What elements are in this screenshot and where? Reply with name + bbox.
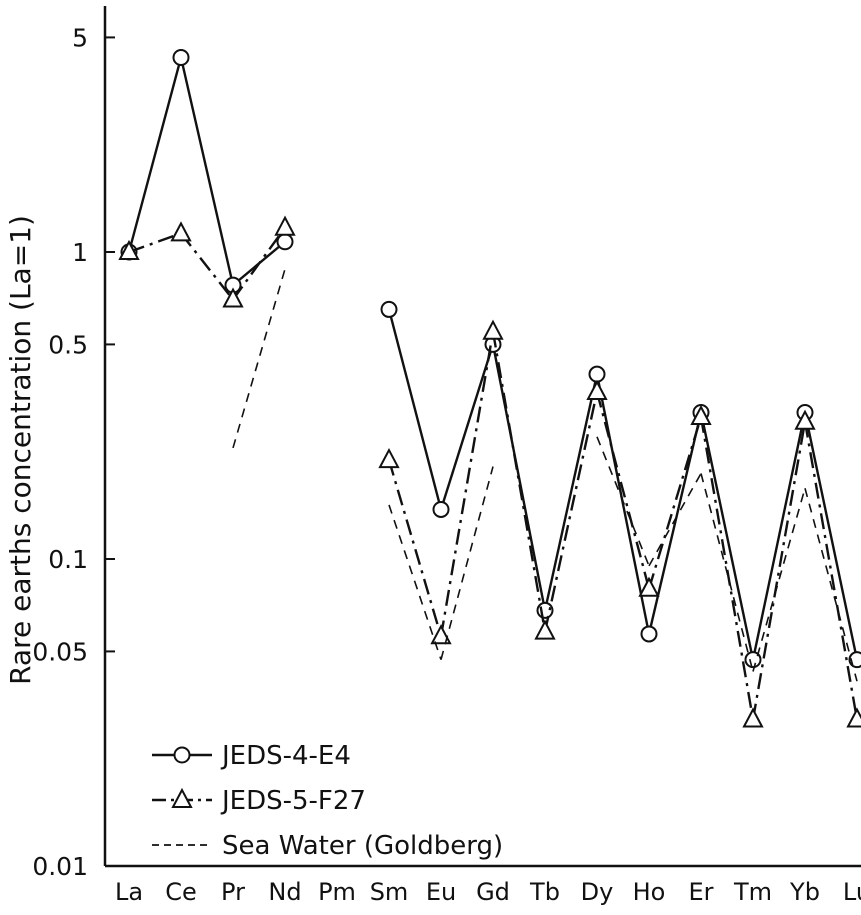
data-point-circle: [276, 233, 294, 251]
series-segment: [595, 391, 651, 590]
series-segment: [751, 421, 807, 720]
data-point-circle: [172, 49, 190, 67]
legend-marker-circle: [173, 746, 191, 764]
x-category-label: Ho: [633, 878, 666, 906]
legend-label: JEDS-4-E4: [220, 741, 351, 771]
x-category-label: Yb: [789, 878, 820, 906]
x-category-label: Sm: [370, 878, 409, 906]
series-segment: [596, 436, 650, 567]
data-point-triangle: [482, 319, 504, 340]
series-segment: [803, 412, 859, 660]
series-segment: [543, 373, 599, 611]
series-segment: [648, 473, 702, 567]
y-tick-label: 0.1: [48, 545, 88, 574]
data-point-triangle: [534, 619, 556, 640]
data-point-triangle: [586, 379, 608, 400]
y-axis-title: Rare earths concentration (La=1): [4, 215, 37, 685]
data-point-circle: [640, 625, 658, 643]
x-category-label: Tb: [529, 878, 560, 906]
series-segment: [699, 416, 755, 720]
data-point-triangle: [846, 707, 861, 728]
series-segment: [179, 57, 235, 286]
series-segment: [439, 331, 495, 637]
series-segment: [543, 391, 599, 632]
legend-marker-triangle: [171, 787, 193, 808]
legend-item: JEDS-5-F27: [152, 786, 366, 816]
x-category-label: Nd: [268, 878, 301, 906]
legend: JEDS-4-E4 JEDS-5-F27 Sea Water (Goldberg): [152, 741, 503, 861]
y-tick-label: 0.05: [32, 637, 88, 666]
series-1: [120, 49, 861, 669]
series-segment: [752, 488, 806, 672]
data-point-triangle: [170, 221, 192, 242]
legend-label: JEDS-5-F27: [220, 786, 366, 816]
y-tick-label: 0.5: [48, 330, 88, 359]
legend-item: JEDS-4-E4: [152, 741, 351, 771]
data-point-circle: [588, 365, 606, 383]
data-point-triangle: [430, 624, 452, 645]
series-segment: [699, 412, 755, 660]
series-segment: [387, 309, 443, 510]
series-segment: [440, 466, 494, 660]
series-segment: [439, 344, 495, 510]
series-segment: [491, 331, 547, 632]
series-segment: [700, 473, 754, 672]
series-segment: [647, 412, 703, 635]
series-layer: [118, 49, 861, 728]
data-point-circle: [536, 601, 554, 619]
series-segment: [595, 373, 651, 635]
y-tick-label: 1: [72, 238, 88, 267]
x-category-label: Pr: [221, 878, 245, 906]
data-point-circle: [380, 300, 398, 318]
series-segment: [127, 57, 183, 253]
plot-frame: [103, 6, 861, 868]
data-point-triangle: [378, 447, 400, 469]
x-category-label: Eu: [426, 878, 456, 906]
x-category-label: Pm: [318, 878, 356, 906]
data-point-triangle: [118, 239, 140, 260]
x-category-label: Tm: [733, 878, 772, 906]
data-point-triangle: [742, 707, 764, 728]
series-2: [118, 215, 861, 728]
series-segment: [232, 268, 286, 449]
data-point-circle: [432, 500, 450, 518]
y-tick-label: 0.01: [32, 852, 88, 881]
series-segment: [388, 504, 442, 660]
data-point-triangle: [794, 409, 816, 430]
data-point-triangle: [690, 404, 712, 426]
x-category-label: Er: [688, 878, 713, 906]
legend-item: Sea Water (Goldberg): [152, 831, 503, 861]
x-category-label: Dy: [581, 878, 614, 906]
series-segment: [128, 232, 182, 254]
data-point-triangle: [274, 215, 296, 236]
series-segment: [387, 459, 443, 637]
series-3: [232, 268, 858, 682]
x-category-label: La: [115, 878, 143, 906]
data-point-triangle: [222, 287, 244, 308]
data-point-triangle: [638, 576, 660, 597]
series-segment: [180, 232, 234, 301]
y-axis-ticks: 5 1 0.5 0.1 0.05 0.01: [32, 23, 115, 881]
y-tick-label: 5: [72, 23, 88, 52]
legend-label: Sea Water (Goldberg): [222, 831, 503, 861]
x-category-label: Gd: [476, 878, 510, 906]
x-category-label: Lu: [843, 878, 861, 906]
series-segment: [804, 488, 858, 682]
series-segment: [751, 412, 807, 660]
x-category-label: Ce: [165, 878, 197, 906]
series-segment: [803, 421, 859, 720]
x-axis-categories: La Ce Pr Nd Pm Sm Eu Gd Tb Dy Ho Er Tm Yb Lu: [115, 878, 861, 906]
series-segment: [232, 226, 286, 301]
